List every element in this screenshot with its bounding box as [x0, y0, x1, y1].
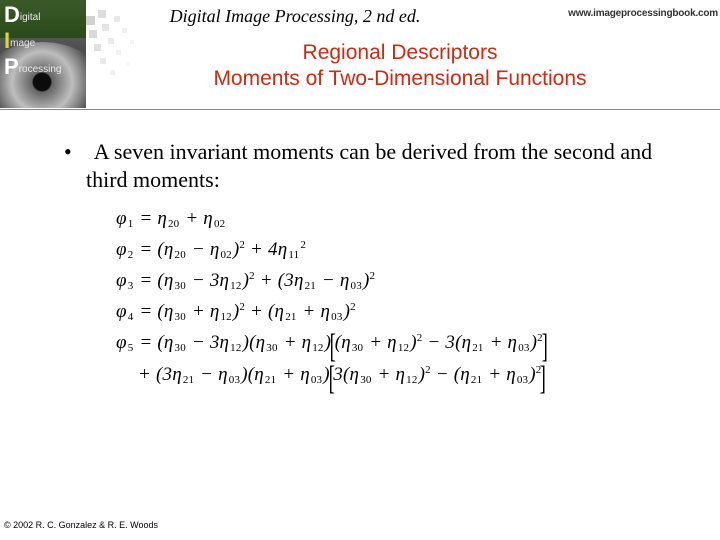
copyright-notice: © 2002 R. C. Gonzalez & R. E. Woods [4, 520, 158, 530]
bullet-text: • A seven invariant moments can be deriv… [38, 138, 688, 194]
header: DigitalImageProcessing Digital Image Pro… [0, 0, 720, 110]
equation-phi3: φ3 = (η30 − 3η12)2 + (3η21 − η03)2 [116, 270, 688, 292]
equation-phi5-line2: + (3η21 − η03)(η21 + η03)[3(η30 + η12)2 … [116, 364, 688, 387]
equation-phi1: φ1 = η20 + η02 [116, 208, 688, 230]
slide-subtitle: Regional Descriptors Moments of Two-Dime… [100, 40, 700, 93]
subtitle-line2: Moments of Two-Dimensional Functions [213, 67, 586, 90]
website-url: www.imageprocessingbook.com [568, 8, 718, 19]
equation-phi5-line1: φ5 = (η30 − 3η12)(η30 + η12)[(η30 + η12)… [116, 332, 688, 355]
equation-phi2: φ2 = (η20 − η02)2 + 4η112 [116, 239, 688, 261]
slide-body: • A seven invariant moments can be deriv… [0, 110, 720, 387]
equation-block: φ1 = η20 + η02 φ2 = (η20 − η02)2 + 4η112… [38, 208, 688, 387]
subtitle-line1: Regional Descriptors [303, 41, 498, 64]
equation-phi4: φ4 = (η30 + η12)2 + (η21 + η03)2 [116, 301, 688, 323]
book-title: Digital Image Processing, 2 nd ed. [0, 6, 590, 27]
